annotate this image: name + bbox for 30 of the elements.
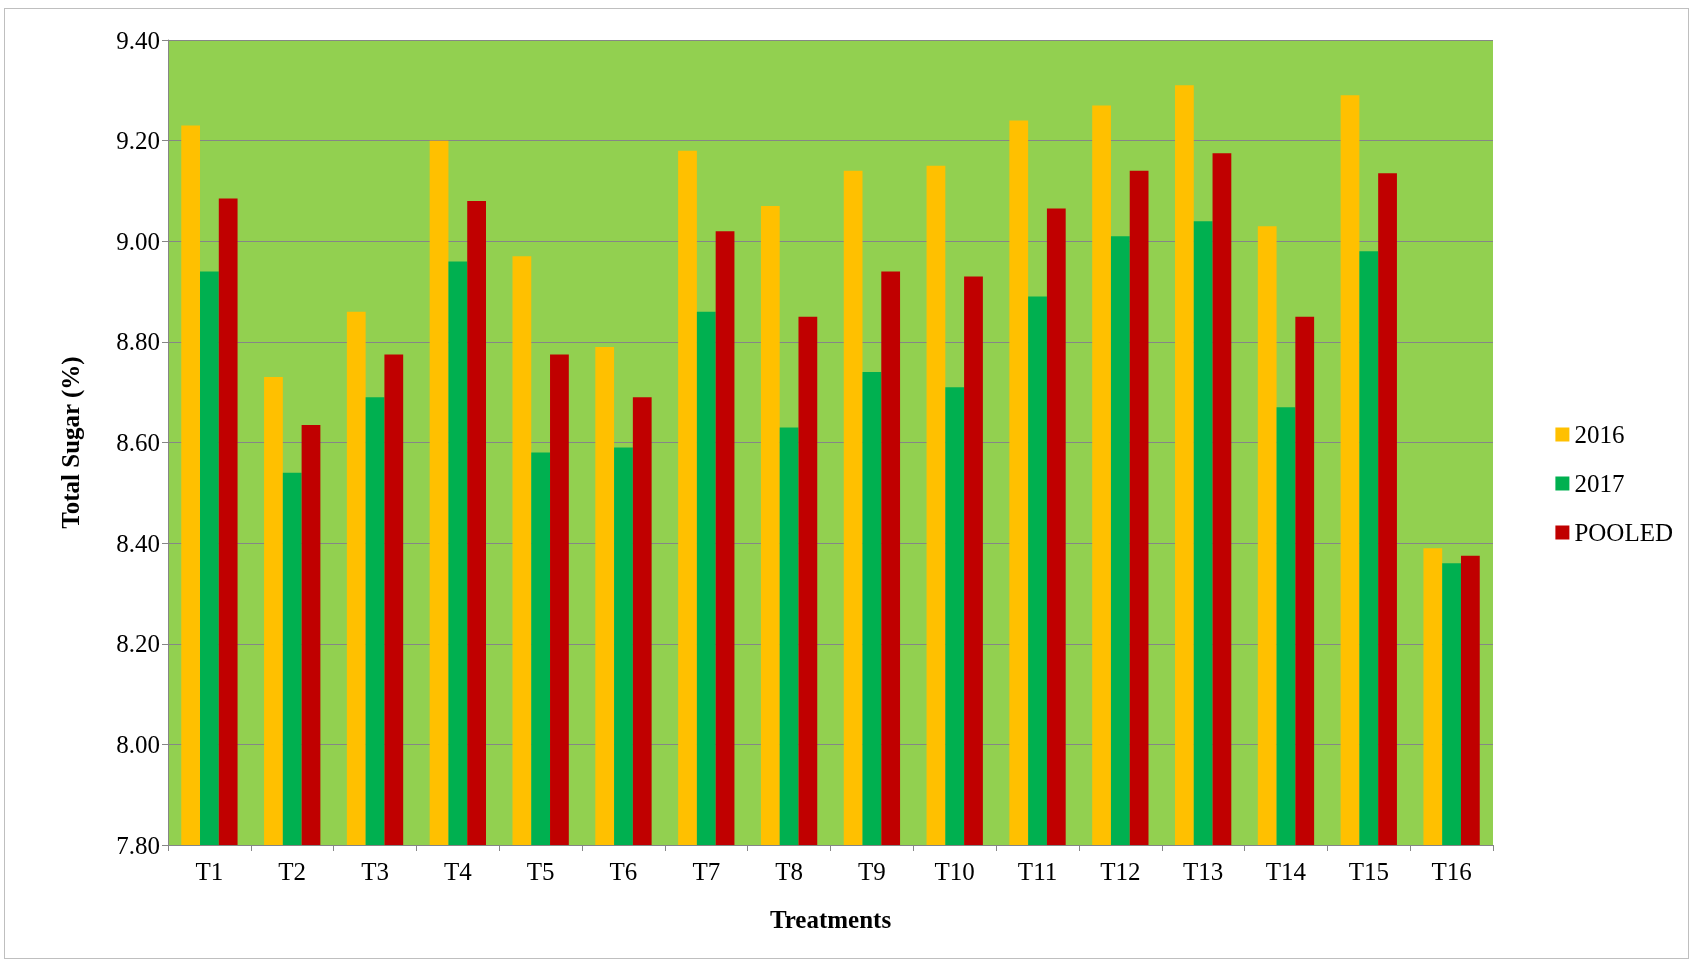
y-tick-label: 8.80 [116,328,160,356]
x-tick-label: T6 [609,858,638,885]
y-axis-title: Total Sugar (%) [57,356,85,529]
y-tick-label: 8.20 [116,630,160,658]
y-tick-label: 8.60 [116,429,160,456]
legend-label: 2016 [1574,421,1625,448]
y-tick-label: 9.20 [116,127,160,155]
x-tick-label: T2 [278,858,307,885]
legend-label: POOLED [1574,519,1673,546]
x-tick-label: T13 [1183,858,1224,885]
x-tick-label: T9 [858,858,886,885]
x-axis-title: Treatments [769,906,892,933]
x-tick-label: T15 [1348,858,1389,885]
y-tick-label: 8.00 [116,730,160,758]
y-tick-label: 9.00 [116,227,160,255]
legend-label: 2017 [1574,470,1625,497]
x-tick-label: T11 [1017,858,1058,885]
x-tick-label: T7 [692,858,721,885]
x-tick-label: T16 [1431,858,1472,885]
x-tick-label: T8 [775,858,803,885]
y-tick-label: 9.40 [116,26,160,54]
x-tick-label: T4 [443,858,473,885]
x-tick-label: T3 [361,858,389,885]
y-tick-label: 8.40 [116,529,160,557]
x-tick-label: T1 [195,858,224,885]
x-tick-label: T14 [1265,858,1307,885]
y-tick-label: 7.80 [116,831,160,859]
x-tick-label: T10 [934,858,975,885]
x-tick-label: T12 [1100,858,1141,885]
x-tick-label: T5 [526,858,555,885]
